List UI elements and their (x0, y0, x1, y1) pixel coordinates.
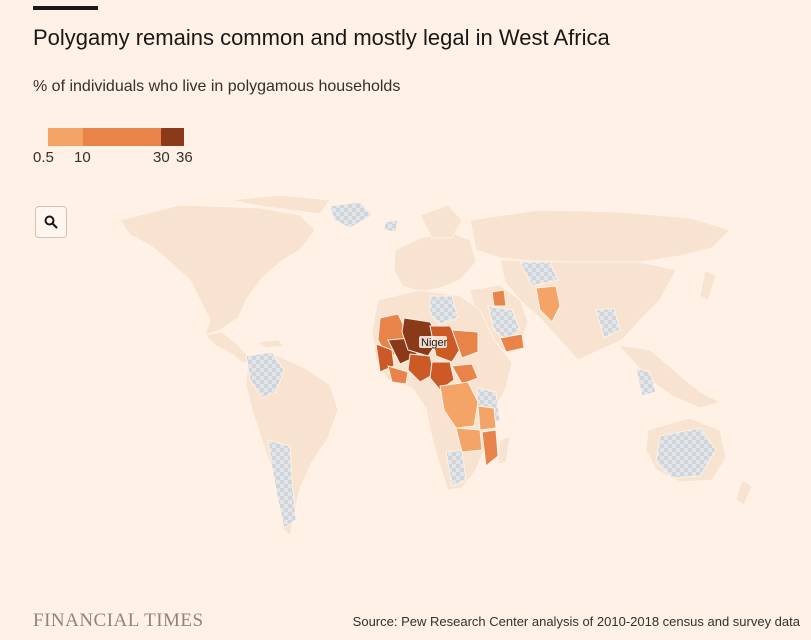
country-senegal-guinea (375, 343, 395, 373)
country-yemen (499, 333, 525, 353)
nodata-australia (655, 427, 717, 479)
legend-tick-3: 36 (176, 149, 193, 166)
region-north-america (119, 204, 316, 336)
nodata-south-asia (595, 307, 621, 339)
niger-label-bg (419, 336, 447, 348)
chart-subtitle: % of individuals who live in polygamous … (33, 78, 401, 95)
region-asia (499, 259, 677, 361)
region-southeast-asia (616, 344, 722, 409)
region-scandinavia (419, 204, 463, 239)
region-japan (699, 269, 717, 301)
country-mozambique (481, 429, 499, 467)
country-tanzania (477, 405, 497, 431)
nodata-southwest-africa (445, 449, 467, 487)
legend-tick-0: 0.5 (33, 149, 54, 166)
source-note: Source: Pew Research Center analysis of … (352, 614, 800, 629)
region-madagascar (497, 435, 511, 465)
nodata-brazil-west (267, 439, 297, 529)
region-central-america (203, 331, 251, 365)
world-map[interactable]: Niger (0, 195, 811, 555)
legend-swatch-2 (83, 128, 161, 146)
nodata-greenland-north (329, 201, 373, 229)
legend-swatch-1 (48, 128, 83, 146)
country-car (451, 363, 479, 385)
region-new-zealand (735, 479, 753, 506)
zoom-button[interactable] (35, 206, 67, 238)
country-sudan (451, 329, 479, 359)
niger-label: Niger (421, 337, 448, 349)
legend-tick-1: 10 (74, 149, 91, 166)
search-icon (44, 215, 58, 229)
top-rule (33, 6, 98, 10)
chart-title: Polygamy remains common and mostly legal… (33, 25, 610, 50)
country-afghanistan-pakistan (535, 285, 561, 323)
region-europe (393, 231, 477, 293)
nodata-north-africa (429, 295, 459, 325)
country-coast-west (387, 365, 409, 385)
nodata-central-asia (519, 261, 559, 287)
nodata-iceland (383, 219, 399, 233)
nodata-mexico (245, 351, 285, 399)
region-canada-islands (229, 195, 331, 215)
country-drc (439, 381, 479, 429)
legend-tick-2: 30 (153, 149, 170, 166)
color-legend: 0.5 10 30 36 (33, 128, 213, 168)
nodata-southeast-asia (635, 367, 657, 397)
ft-logo: FINANCIAL TIMES (33, 610, 204, 631)
country-iraq (491, 289, 507, 307)
country-nigeria (407, 353, 435, 383)
country-angola-zambia (455, 427, 483, 453)
legend-swatch-5 (161, 128, 184, 146)
region-russia (469, 209, 731, 265)
region-caribbean (256, 339, 286, 349)
